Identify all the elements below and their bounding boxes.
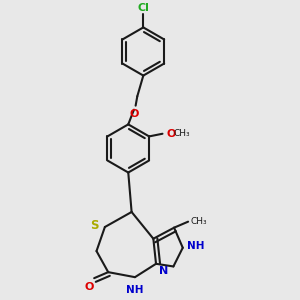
Text: CH₃: CH₃	[191, 217, 207, 226]
Text: O: O	[129, 109, 139, 119]
Text: CH₃: CH₃	[173, 129, 190, 138]
Text: O: O	[167, 129, 176, 139]
Text: NH: NH	[125, 284, 143, 295]
Text: Cl: Cl	[137, 3, 149, 13]
Text: O: O	[85, 281, 94, 292]
Text: S: S	[91, 219, 99, 232]
Text: N: N	[159, 266, 169, 277]
Text: NH: NH	[187, 241, 204, 251]
